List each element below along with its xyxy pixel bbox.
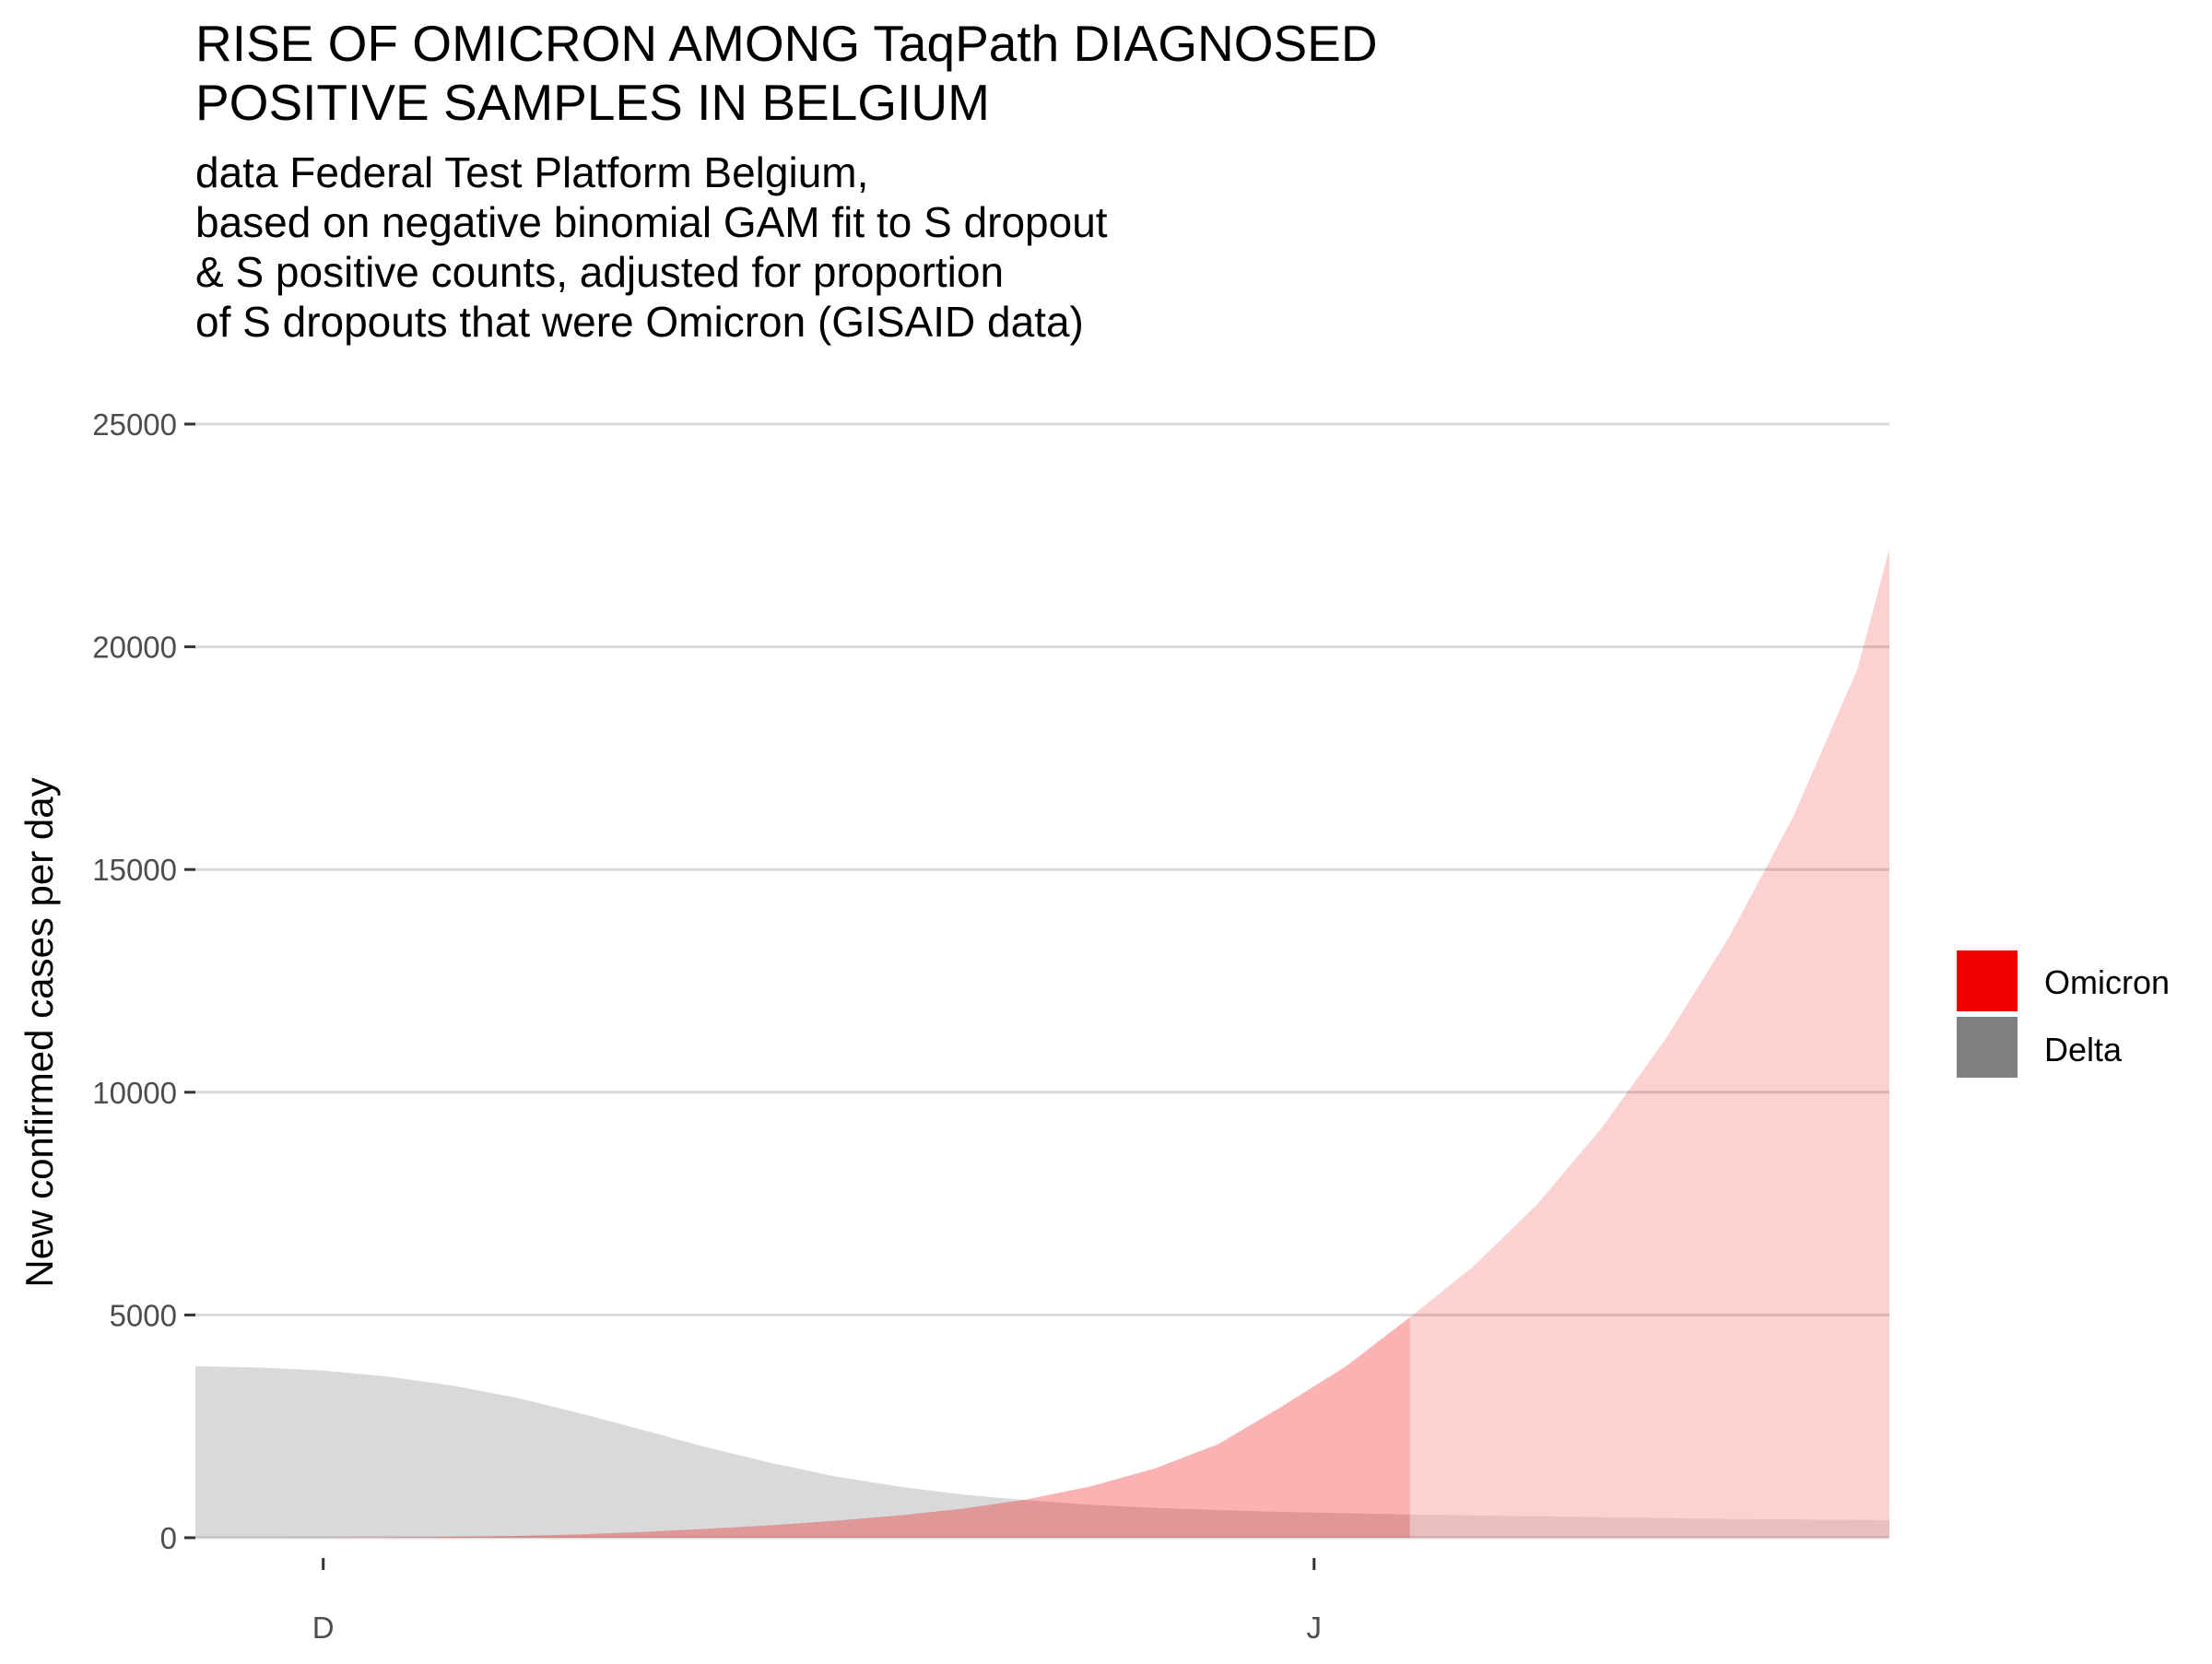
area-omicron-projected bbox=[1409, 549, 1889, 1538]
legend: Omicron Delta bbox=[1957, 950, 2170, 1078]
chart-subtitle: data Federal Test Platform Belgium, base… bbox=[195, 148, 1108, 346]
area-delta-projected bbox=[1409, 1514, 1889, 1538]
legend-label-delta: Delta bbox=[2044, 1031, 2123, 1068]
area-omicron-observed bbox=[195, 1316, 1410, 1538]
chart-title-line: RISE OF OMICRON AMONG TaqPath DIAGNOSED bbox=[195, 15, 1378, 72]
chart-title: RISE OF OMICRON AMONG TaqPath DIAGNOSED … bbox=[195, 15, 1378, 131]
y-tick-label: 25000 bbox=[92, 407, 177, 442]
chart-subtitle-line: & S positive counts, adjusted for propor… bbox=[195, 248, 1004, 296]
grid-layer bbox=[195, 422, 1889, 1540]
x-tick-label: J bbox=[1307, 1611, 1323, 1645]
axis-layer: 0 5000 10000 15000 20000 25000 D J bbox=[92, 407, 1322, 1645]
chart-subtitle-line: of S dropouts that were Omicron (GISAID … bbox=[195, 298, 1084, 346]
y-tick-label: 15000 bbox=[92, 853, 177, 887]
legend-swatch-delta bbox=[1957, 1017, 2018, 1078]
legend-label-omicron: Omicron bbox=[2044, 963, 2170, 1001]
y-tick-label: 5000 bbox=[110, 1298, 177, 1332]
y-axis-title: New confirmed cases per day bbox=[18, 777, 61, 1287]
y-tick-label: 10000 bbox=[92, 1076, 177, 1110]
chart-title-line: POSITIVE SAMPLES IN BELGIUM bbox=[195, 74, 990, 131]
y-tick-label: 0 bbox=[160, 1521, 177, 1555]
y-tick-label: 20000 bbox=[92, 631, 177, 665]
x-tick-label: D bbox=[312, 1611, 335, 1645]
legend-swatch-omicron bbox=[1957, 950, 2018, 1011]
area-delta-observed bbox=[195, 1365, 1410, 1538]
chart-subtitle-line: data Federal Test Platform Belgium, bbox=[195, 148, 868, 196]
chart-subtitle-line: based on negative binomial GAM fit to S … bbox=[195, 198, 1108, 246]
area-layer bbox=[195, 549, 1889, 1538]
